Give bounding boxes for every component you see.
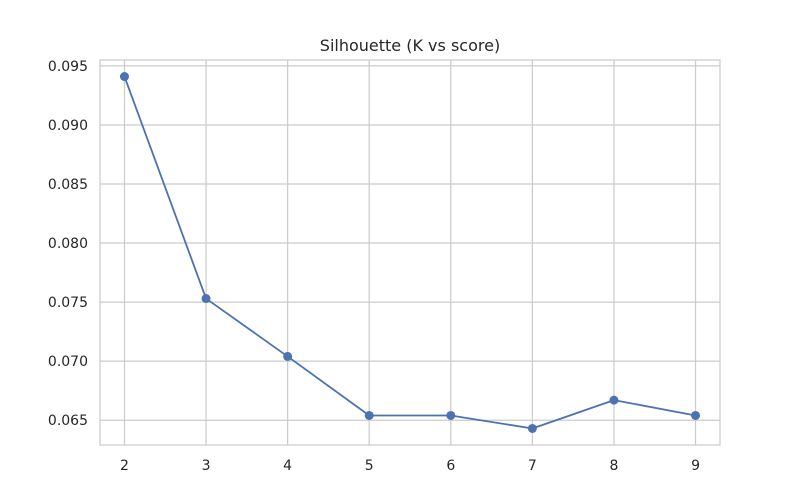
series-line bbox=[123, 75, 697, 430]
grid-layer bbox=[100, 60, 720, 445]
y-tick-label: 0.070 bbox=[48, 354, 88, 370]
x-tick-label: 9 bbox=[691, 458, 700, 474]
series-layer bbox=[119, 72, 701, 433]
data-point bbox=[201, 294, 211, 304]
x-tick-label: 6 bbox=[446, 458, 455, 474]
x-tick-label: 3 bbox=[202, 458, 211, 474]
y-tick-label: 0.080 bbox=[48, 236, 88, 252]
data-point bbox=[609, 395, 619, 405]
x-tick-label: 5 bbox=[365, 458, 374, 474]
x-tick-label: 2 bbox=[120, 458, 129, 474]
y-tick-label: 0.085 bbox=[48, 177, 88, 193]
tick-label-layer: 2 3 4 5 6 7 8 9 0.065 0.070 0.075 0.080 0.085 0.090 0.… bbox=[48, 59, 700, 474]
data-point bbox=[691, 410, 701, 420]
x-tick-label: 7 bbox=[528, 458, 537, 474]
data-point bbox=[364, 410, 374, 420]
y-tick-label: 0.095 bbox=[48, 59, 88, 75]
data-point bbox=[527, 423, 537, 433]
chart-title: Silhouette (K vs score) bbox=[320, 36, 500, 55]
data-point bbox=[119, 72, 129, 82]
x-tick-label: 8 bbox=[609, 458, 618, 474]
y-tick-label: 0.075 bbox=[48, 295, 88, 311]
y-tick-label: 0.065 bbox=[48, 413, 88, 429]
data-point bbox=[283, 351, 293, 361]
plot-frame bbox=[99, 59, 721, 446]
x-tick-label: 4 bbox=[283, 458, 292, 474]
y-tick-label: 0.090 bbox=[48, 118, 88, 134]
data-point bbox=[446, 410, 456, 420]
